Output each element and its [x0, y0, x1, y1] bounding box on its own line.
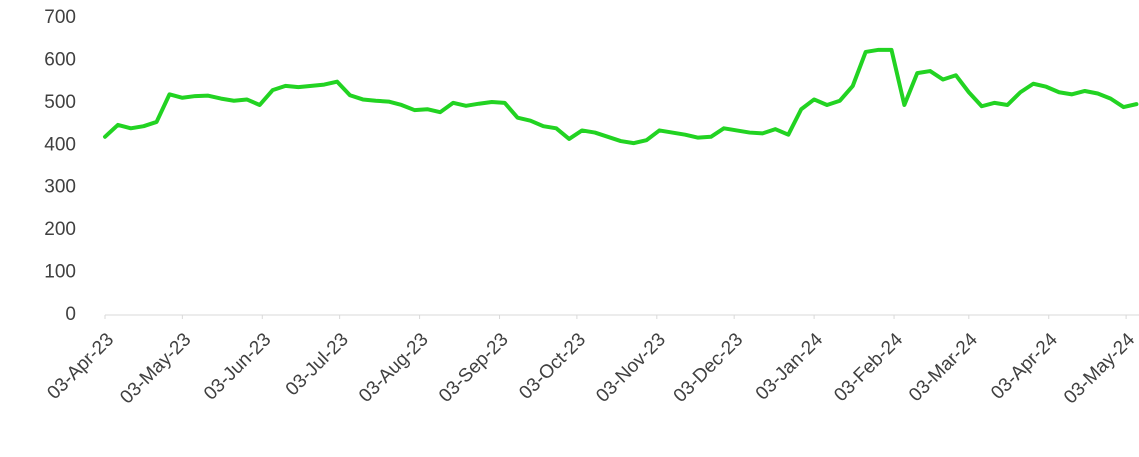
y-tick-label: 700 [44, 7, 76, 28]
x-tick-label: 03-Apr-23 [43, 329, 118, 404]
x-tick-label: 03-May-24 [1060, 329, 1139, 408]
y-tick-label: 100 [44, 262, 76, 283]
x-tick-label: 03-Aug-23 [355, 329, 433, 407]
line [103, 47, 1139, 146]
x-tick-label: 03-Jul-23 [282, 329, 353, 400]
x-tick-label: 03-May-23 [116, 329, 195, 408]
y-tick-label: 300 [44, 177, 76, 198]
x-tick-label: 03-Feb-24 [830, 329, 907, 406]
x-tick-label: 03-Dec-23 [670, 329, 748, 407]
x-tick-label: 03-Nov-23 [592, 329, 670, 407]
x-tick-label: 03-Jun-23 [200, 329, 275, 404]
x-tick-label: 03-Mar-24 [905, 329, 982, 406]
x-tick-label: 03-Apr-24 [987, 329, 1062, 404]
x-tick-label: 03-Oct-23 [515, 329, 590, 404]
y-tick-label: 500 [44, 92, 76, 113]
x-tick-label: 03-Sep-23 [435, 329, 513, 407]
x-tick-label: 03-Jan-24 [752, 329, 828, 405]
y-tick-label: 600 [44, 49, 76, 70]
y-tick-label: 400 [44, 134, 76, 155]
y-tick-label: 200 [44, 219, 76, 240]
y-tick-label: 0 [65, 304, 76, 325]
